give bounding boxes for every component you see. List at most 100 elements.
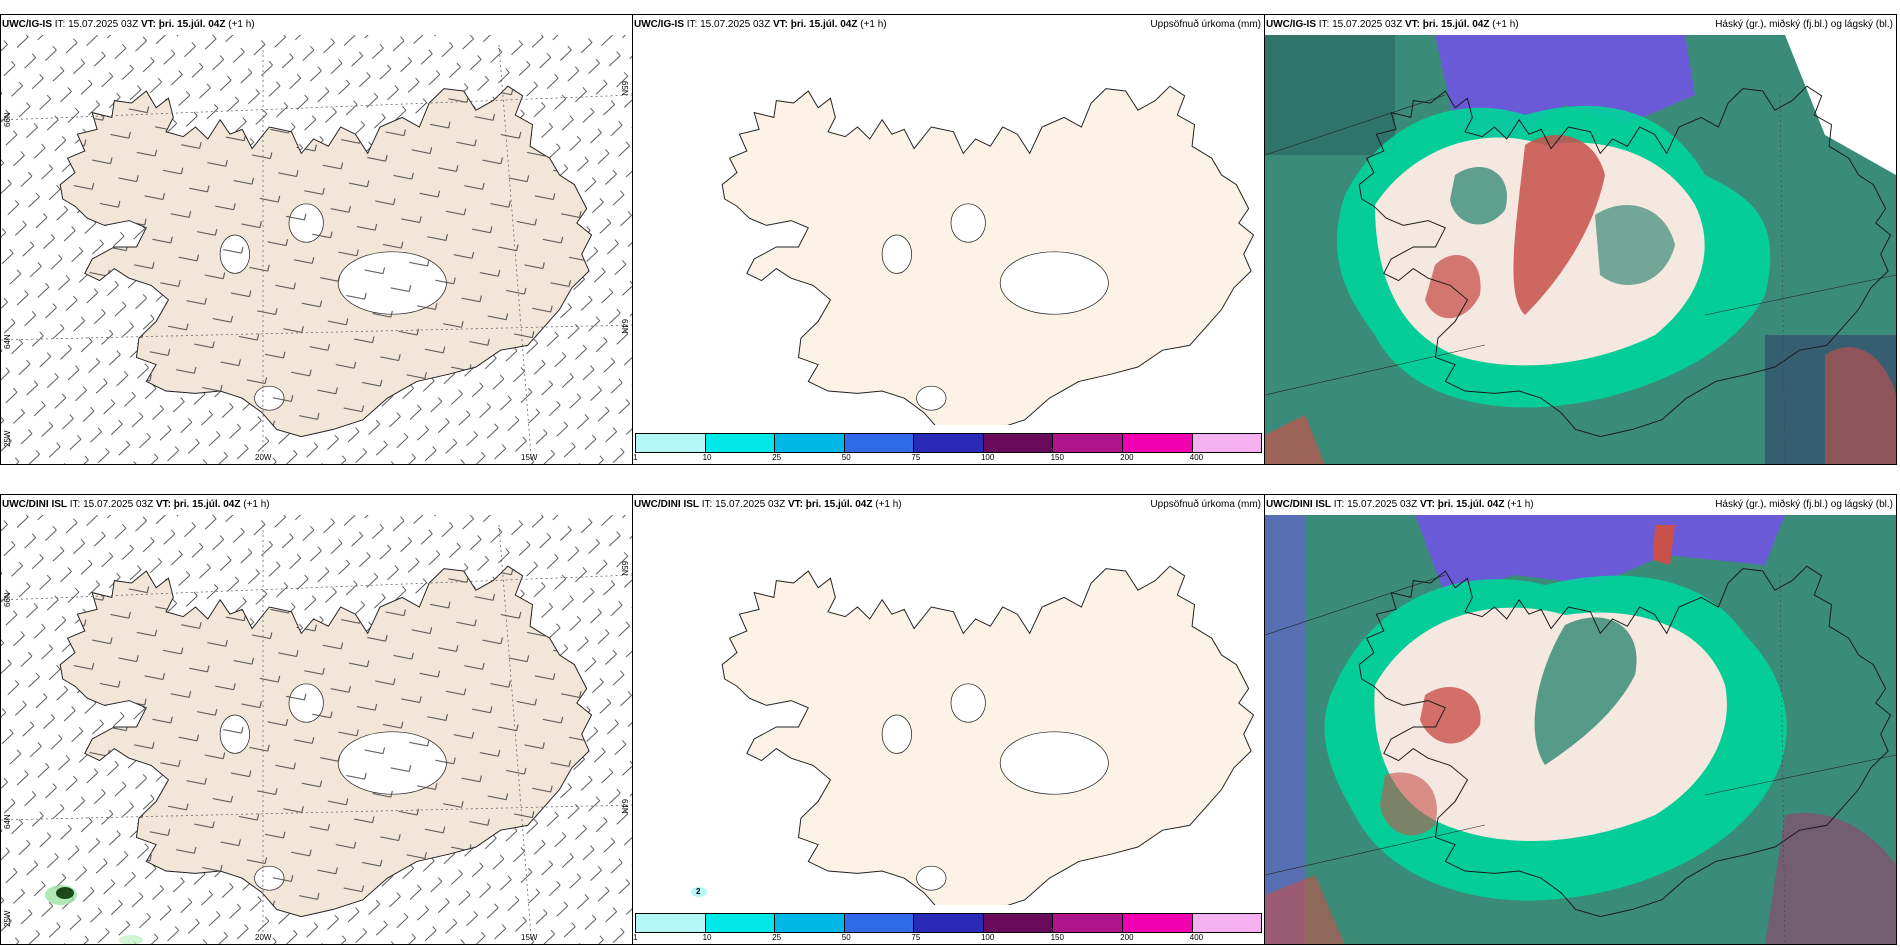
lat-label-right: 64N — [620, 799, 629, 814]
panel-header: UWC/IG-IS IT: 15.07.2025 03Z VT: þri. 15… — [1266, 19, 1519, 30]
colorbar-tick: 100 — [980, 933, 995, 942]
lon-label: 15W — [521, 933, 538, 942]
lead-time: (+1 h) — [243, 499, 270, 510]
cloud-title: Háský (gr.), miðský (fj.bl.) og lágský (… — [1715, 19, 1893, 30]
colorbar-tick: 200 — [1120, 933, 1134, 942]
vt-label: VT: — [1404, 19, 1420, 30]
lat-label: 64N — [3, 334, 12, 349]
colorbar-segment — [775, 914, 845, 932]
panel-header: UWC/DINI ISL IT: 15.07.2025 03Z VT: þri.… — [1266, 499, 1534, 510]
precip-colorbar — [635, 913, 1262, 933]
model-name: UWC/IG-IS — [1266, 19, 1316, 30]
colorbar-segment — [844, 434, 915, 452]
precip-title: Uppsöfnuð úrkoma (mm) — [1150, 19, 1261, 30]
colorbar-segment — [983, 434, 1054, 452]
lat-label-right: 65N — [620, 561, 629, 576]
wind-barb-map — [1, 35, 632, 464]
init-time: 15.07.2025 03Z — [1332, 19, 1403, 30]
panel-header: UWC/IG-IS IT: 15.07.2025 03Z VT: þri. 15… — [2, 19, 255, 30]
colorbar-segment — [1122, 434, 1193, 452]
it-label: IT: — [69, 499, 81, 510]
vt-label: VT: — [787, 499, 803, 510]
precip-map-panel-row2: UWC/DINI ISL IT: 15.07.2025 03Z VT: þri.… — [632, 494, 1265, 945]
colorbar-segment — [1122, 914, 1193, 932]
init-time: 15.07.2025 03Z — [83, 499, 154, 510]
lat-label: 25W — [3, 910, 12, 927]
colorbar-tick: 75 — [911, 453, 921, 462]
colorbar-tick: 10 — [702, 933, 712, 942]
lat-label: 25W — [3, 430, 12, 447]
wind-map-panel-row1: UWC/IG-IS IT: 15.07.2025 03Z VT: þri. 15… — [0, 14, 633, 465]
colorbar-segment — [1053, 914, 1123, 932]
precip-map-panel-row1: UWC/IG-IS IT: 15.07.2025 03Z VT: þri. 15… — [632, 14, 1265, 465]
model-name: UWC/IG-IS — [634, 19, 684, 30]
it-label: IT: — [701, 499, 713, 510]
valid-time: þri. 15.júl. 04Z — [1437, 499, 1505, 510]
colorbar-segment — [844, 914, 915, 932]
wind-barb-map — [1, 515, 632, 944]
precip-point-label: 2 — [696, 887, 701, 896]
model-name: UWC/DINI ISL — [2, 499, 67, 510]
precip-title: Uppsöfnuð úrkoma (mm) — [1150, 499, 1261, 510]
panel-header: UWC/DINI ISL IT: 15.07.2025 03Z VT: þri.… — [634, 499, 902, 510]
colorbar-segment — [1192, 434, 1262, 452]
colorbar-tick: 200 — [1120, 453, 1134, 462]
colorbar-tick: 1 — [633, 933, 638, 942]
lon-label: 15W — [521, 453, 538, 462]
vt-label: VT: — [155, 499, 171, 510]
colorbar-ticks: 1 10 25 50 75 100 150 200 400 — [633, 933, 1262, 943]
panel-header: UWC/IG-IS IT: 15.07.2025 03Z VT: þri. 15… — [634, 19, 887, 30]
valid-time: þri. 15.júl. 04Z — [790, 19, 858, 30]
lead-time: (+1 h) — [228, 19, 255, 30]
it-label: IT: — [1318, 19, 1330, 30]
cloud-title: Háský (gr.), miðský (fj.bl.) og lágský (… — [1715, 499, 1893, 510]
colorbar-segment — [705, 434, 776, 452]
wind-map-panel-row2: UWC/DINI ISL IT: 15.07.2025 03Z VT: þri.… — [0, 494, 633, 945]
it-label: IT: — [1333, 499, 1345, 510]
colorbar-tick: 25 — [772, 453, 782, 462]
vt-label: VT: — [772, 19, 788, 30]
lead-time: (+1 h) — [875, 499, 902, 510]
lat-label: 66N — [3, 592, 12, 607]
colorbar-segment — [636, 914, 706, 932]
lead-time: (+1 h) — [1492, 19, 1519, 30]
colorbar-tick: 1 — [633, 453, 638, 462]
valid-time: þri. 15.júl. 04Z — [1422, 19, 1490, 30]
precip-map — [691, 565, 1255, 905]
colorbar-segment — [705, 914, 776, 932]
precip-map — [721, 85, 1255, 425]
model-name: UWC/DINI ISL — [1266, 499, 1331, 510]
colorbar-tick: 100 — [980, 453, 995, 462]
colorbar-tick: 150 — [1050, 933, 1064, 942]
cloud-map-panel-row2: UWC/DINI ISL IT: 15.07.2025 03Z VT: þri.… — [1264, 494, 1897, 945]
init-time: 15.07.2025 03Z — [1347, 499, 1418, 510]
lat-label: 66N — [3, 112, 12, 127]
init-time: 15.07.2025 03Z — [715, 499, 786, 510]
model-name: UWC/DINI ISL — [634, 499, 699, 510]
colorbar-segment — [775, 434, 845, 452]
cloud-cover-map — [1265, 515, 1896, 944]
colorbar-ticks: 1 10 25 50 75 100 150 200 400 — [633, 453, 1262, 463]
lon-label: 20W — [255, 453, 272, 462]
colorbar-segment — [914, 914, 984, 932]
cloud-cover-map — [1265, 35, 1896, 464]
precip-colorbar — [635, 433, 1262, 453]
colorbar-segment — [1053, 434, 1123, 452]
lat-label-right: 64N — [620, 319, 629, 334]
init-time: 15.07.2025 03Z — [700, 19, 771, 30]
panel-header: UWC/DINI ISL IT: 15.07.2025 03Z VT: þri.… — [2, 499, 270, 510]
it-label: IT: — [686, 19, 698, 30]
it-label: IT: — [54, 19, 66, 30]
colorbar-tick: 400 — [1189, 933, 1204, 942]
valid-time: þri. 15.júl. 04Z — [173, 499, 241, 510]
vt-label: VT: — [1419, 499, 1435, 510]
colorbar-tick: 25 — [772, 933, 782, 942]
colorbar-tick: 10 — [702, 453, 712, 462]
vt-label: VT: — [140, 19, 156, 30]
lead-time: (+1 h) — [1507, 499, 1534, 510]
colorbar-tick: 75 — [911, 933, 921, 942]
model-name: UWC/IG-IS — [2, 19, 52, 30]
cloud-map-panel-row1: UWC/IG-IS IT: 15.07.2025 03Z VT: þri. 15… — [1264, 14, 1897, 465]
colorbar-segment — [636, 434, 706, 452]
colorbar-tick: 50 — [841, 453, 851, 462]
